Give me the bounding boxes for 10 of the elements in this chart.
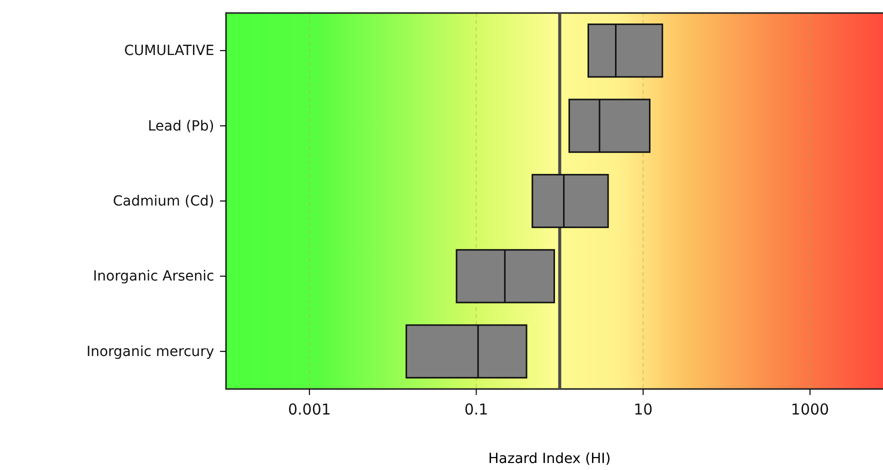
x-tick-label: 10 — [634, 400, 653, 418]
x-axis-title: Hazard Index (HI) — [488, 451, 611, 467]
y-tick-label: CUMULATIVE — [124, 43, 214, 60]
y-tick-label: Lead (Pb) — [148, 118, 214, 134]
x-tick-label: 0.001 — [288, 400, 331, 418]
y-tick-label: Inorganic mercury — [86, 344, 214, 360]
y-tick-label: Cadmium (Cd) — [112, 193, 214, 210]
x-tick-label: 0.1 — [464, 400, 488, 418]
y-tick-label: Inorganic Arsenic — [93, 268, 214, 285]
x-tick-label: 1000 — [790, 400, 830, 418]
